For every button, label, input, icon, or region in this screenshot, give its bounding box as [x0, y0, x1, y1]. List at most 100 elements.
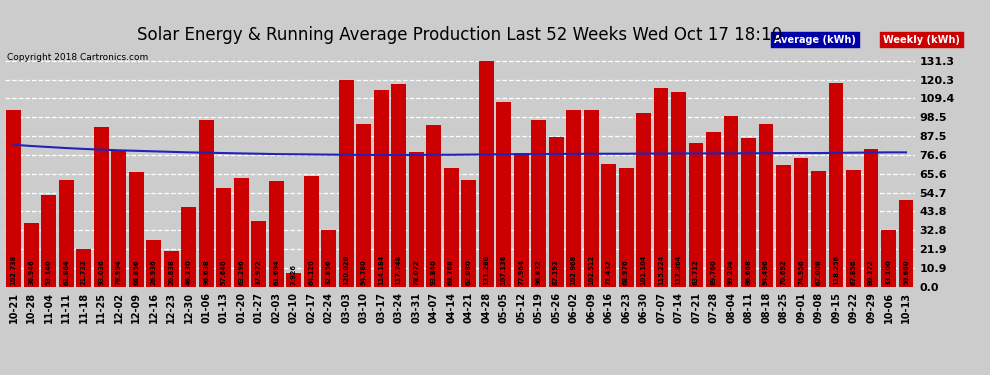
Text: 68.976: 68.976: [623, 260, 629, 285]
Bar: [373, 90, 388, 287]
Bar: [584, 110, 599, 287]
Text: Weekly (kWh): Weekly (kWh): [883, 34, 959, 45]
Bar: [829, 83, 843, 287]
Text: 61.864: 61.864: [63, 260, 69, 285]
Text: 32.856: 32.856: [326, 260, 332, 285]
Bar: [391, 84, 406, 287]
Text: 102.968: 102.968: [570, 255, 576, 285]
Bar: [94, 127, 109, 287]
Text: 71.432: 71.432: [606, 260, 612, 285]
Text: 89.760: 89.760: [711, 260, 717, 285]
Text: 61.694: 61.694: [273, 260, 279, 285]
Bar: [742, 138, 756, 287]
Bar: [811, 171, 826, 287]
Text: 94.496: 94.496: [763, 260, 769, 285]
Text: 78.072: 78.072: [413, 260, 419, 285]
Bar: [129, 172, 144, 287]
Bar: [601, 164, 616, 287]
Bar: [794, 158, 809, 287]
Text: 102.738: 102.738: [11, 255, 17, 285]
Text: 107.136: 107.136: [501, 255, 507, 285]
Text: 96.832: 96.832: [536, 260, 542, 285]
Bar: [6, 110, 21, 287]
Bar: [637, 113, 651, 287]
Bar: [514, 153, 529, 287]
Text: Average (kWh): Average (kWh): [774, 34, 855, 45]
Text: 57.640: 57.640: [221, 260, 227, 285]
Bar: [268, 181, 283, 287]
Text: 68.768: 68.768: [448, 260, 454, 285]
Bar: [881, 230, 896, 287]
Text: 36.946: 36.946: [28, 260, 35, 285]
Text: 114.184: 114.184: [378, 255, 384, 285]
Text: 21.732: 21.732: [80, 260, 87, 285]
Text: 46.230: 46.230: [186, 260, 192, 285]
Bar: [758, 124, 773, 287]
Text: 67.008: 67.008: [816, 260, 822, 285]
Text: 86.668: 86.668: [745, 260, 751, 285]
Bar: [24, 223, 39, 287]
Bar: [42, 195, 56, 287]
Bar: [304, 177, 319, 287]
Bar: [147, 240, 161, 287]
Bar: [671, 93, 686, 287]
Bar: [863, 148, 878, 287]
Bar: [286, 273, 301, 287]
Bar: [689, 143, 704, 287]
Bar: [339, 80, 353, 287]
Bar: [653, 88, 668, 287]
Bar: [76, 249, 91, 287]
Bar: [461, 180, 476, 287]
Text: 117.748: 117.748: [396, 255, 402, 285]
Bar: [216, 188, 231, 287]
Text: 101.104: 101.104: [641, 255, 646, 285]
Bar: [846, 170, 861, 287]
Bar: [181, 207, 196, 287]
Text: 96.638: 96.638: [203, 260, 209, 285]
Text: 94.780: 94.780: [360, 260, 366, 285]
Bar: [532, 120, 546, 287]
Text: 66.856: 66.856: [134, 260, 140, 285]
Text: 33.100: 33.100: [885, 260, 892, 285]
Text: 131.280: 131.280: [483, 255, 489, 285]
Bar: [706, 132, 721, 287]
Text: 77.964: 77.964: [518, 260, 524, 285]
Text: 67.856: 67.856: [850, 260, 856, 285]
Bar: [776, 165, 791, 287]
Text: 115.224: 115.224: [658, 255, 664, 285]
Text: 120.020: 120.020: [344, 255, 349, 285]
Bar: [478, 61, 494, 287]
Bar: [58, 180, 73, 287]
Bar: [566, 110, 581, 287]
Bar: [426, 125, 442, 287]
Text: 80.272: 80.272: [868, 260, 874, 285]
Text: 93.840: 93.840: [431, 260, 437, 285]
Text: 83.712: 83.712: [693, 260, 699, 285]
Bar: [163, 251, 178, 287]
Bar: [496, 102, 511, 287]
Text: 78.994: 78.994: [116, 260, 122, 285]
Text: 74.956: 74.956: [798, 260, 804, 285]
Text: 50.660: 50.660: [903, 260, 909, 285]
Text: 118.256: 118.256: [833, 255, 840, 285]
Text: 63.296: 63.296: [239, 260, 245, 285]
Bar: [724, 116, 739, 287]
Text: Copyright 2018 Cartronics.com: Copyright 2018 Cartronics.com: [7, 53, 148, 62]
Text: 26.936: 26.936: [150, 260, 156, 285]
Text: 70.692: 70.692: [780, 260, 786, 285]
Text: 102.512: 102.512: [588, 255, 594, 285]
Text: 93.036: 93.036: [98, 260, 104, 285]
Bar: [409, 152, 424, 287]
Bar: [199, 120, 214, 287]
Bar: [234, 178, 248, 287]
Text: 20.838: 20.838: [168, 260, 174, 285]
Text: 62.080: 62.080: [465, 260, 471, 285]
Bar: [111, 151, 126, 287]
Bar: [321, 230, 336, 287]
Text: 64.120: 64.120: [308, 260, 314, 285]
Text: 37.972: 37.972: [255, 260, 261, 285]
Bar: [899, 200, 914, 287]
Title: Solar Energy & Running Average Production Last 52 Weeks Wed Oct 17 18:10: Solar Energy & Running Average Productio…: [138, 26, 782, 44]
Bar: [619, 168, 634, 287]
Bar: [444, 168, 458, 287]
